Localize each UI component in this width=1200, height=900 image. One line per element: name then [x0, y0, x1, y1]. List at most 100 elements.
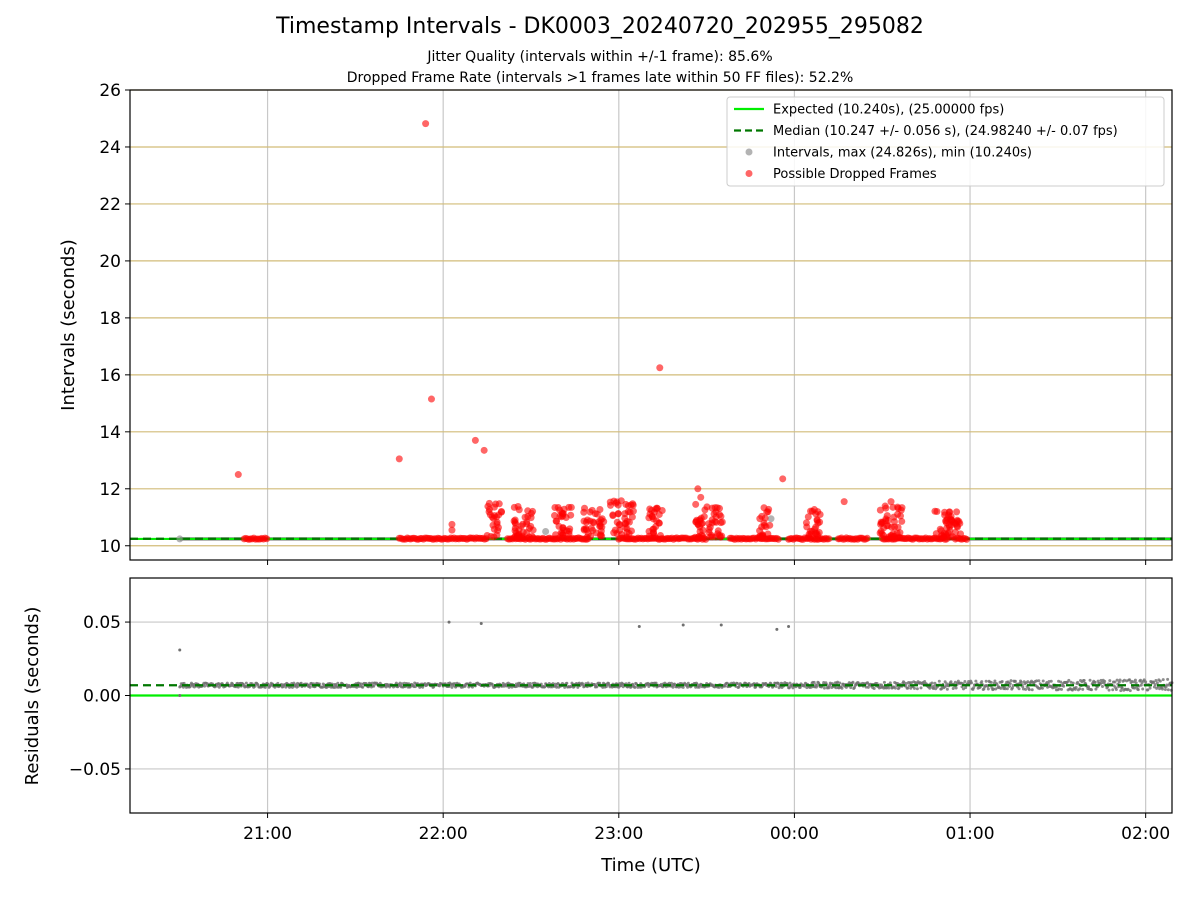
- dropped-frame-point: [590, 519, 598, 527]
- residual-point: [912, 686, 916, 690]
- residual-point: [970, 681, 974, 685]
- dropped-frame-point: [774, 535, 782, 543]
- residual-point: [359, 682, 363, 686]
- residual-point: [1141, 687, 1145, 691]
- dropped-frame-point: [948, 516, 956, 524]
- residual-point: [851, 680, 855, 684]
- residual-point: [518, 681, 522, 685]
- residual-point: [468, 681, 472, 685]
- dropped-frame-point: [779, 475, 787, 483]
- dropped-frame-point: [529, 526, 537, 534]
- residual-point: [1005, 687, 1009, 691]
- dropped-frame-point: [894, 504, 902, 512]
- residual-point: [1010, 686, 1014, 690]
- residual-point: [1021, 687, 1025, 691]
- dropped-frame-point: [717, 519, 725, 527]
- residual-point: [815, 684, 819, 688]
- dropped-frame-point: [808, 507, 816, 515]
- residual-point: [370, 681, 374, 685]
- dropped-frame-point: [805, 533, 813, 541]
- dropped-frame-point: [694, 533, 702, 541]
- residual-point: [1133, 678, 1137, 682]
- dropped-frame-point: [656, 364, 664, 372]
- residual-point: [671, 685, 675, 689]
- dropped-frame-point: [802, 519, 810, 527]
- residual-point: [735, 682, 739, 686]
- residual-point: [1152, 685, 1156, 689]
- residual-point: [951, 687, 955, 691]
- dropped-frame-point: [711, 504, 719, 512]
- dropped-frame-point: [708, 533, 716, 541]
- residual-point: [1008, 682, 1012, 686]
- residual-point: [1128, 678, 1132, 682]
- dropped-frame-point: [511, 524, 519, 532]
- dropped-frame-point: [448, 526, 456, 534]
- residual-point: [1120, 686, 1124, 690]
- dropped-frame-point: [694, 485, 702, 493]
- y-tick-label: 20: [99, 252, 121, 272]
- residual-point: [627, 681, 631, 685]
- y-tick-label: 18: [99, 309, 121, 329]
- dropped-frame-point: [951, 528, 959, 536]
- residual-point: [1093, 680, 1097, 684]
- dropped-frame-point: [494, 523, 502, 531]
- dropped-frame-point: [890, 518, 898, 526]
- dropped-frame-point: [598, 515, 606, 523]
- dropped-frame-point: [876, 529, 884, 537]
- residual-point: [1017, 687, 1021, 691]
- residual-point: [1114, 688, 1118, 692]
- dropped-frame-point: [876, 506, 884, 514]
- residual-point: [1163, 688, 1167, 692]
- dropped-frame-point: [525, 533, 533, 541]
- y-tick-label: 16: [99, 366, 121, 386]
- dropped-frame-point: [760, 521, 768, 529]
- residual-point: [963, 680, 967, 684]
- residual-point: [1136, 688, 1140, 692]
- residual-point: [1165, 683, 1169, 687]
- residual-point: [292, 681, 296, 685]
- residual-point: [822, 686, 826, 690]
- residual-point: [1078, 687, 1082, 691]
- residual-point: [1154, 679, 1158, 683]
- dropped-frame-point: [395, 455, 403, 463]
- dropped-frame-point: [694, 520, 702, 528]
- residual-point: [1166, 688, 1170, 692]
- legend-box: [726, 96, 1165, 187]
- dropped-frame-point: [551, 504, 559, 512]
- residual-point: [787, 624, 791, 628]
- residual-point: [872, 687, 876, 691]
- dropped-frame-point: [884, 522, 892, 530]
- residual-point: [1161, 678, 1165, 682]
- residual-point: [681, 685, 685, 689]
- dropped-frame-point: [627, 527, 635, 535]
- dropped-frame-point: [610, 497, 618, 505]
- dropped-frame-point: [710, 510, 718, 518]
- dropped-frame-point: [655, 519, 663, 527]
- dropped-frame-point: [567, 503, 575, 511]
- dropped-frame-point: [558, 529, 566, 537]
- residual-point: [803, 684, 807, 688]
- intervals-axes-frame: [129, 89, 1173, 561]
- residual-point: [1059, 680, 1063, 684]
- residual-point: [479, 622, 483, 626]
- residual-point: [991, 687, 995, 691]
- residual-point: [945, 687, 949, 691]
- residual-point: [887, 686, 891, 690]
- dropped-frame-point: [597, 527, 605, 535]
- residual-point: [1060, 687, 1064, 691]
- residual-point: [986, 687, 990, 691]
- residual-point: [1134, 681, 1138, 685]
- residual-point: [1113, 680, 1117, 684]
- residual-point: [394, 681, 398, 685]
- chart-title: Timestamp Intervals - DK0003_20240720_20…: [276, 14, 924, 39]
- residual-point: [1041, 679, 1045, 683]
- residual-point: [1139, 683, 1143, 687]
- residual-point: [178, 648, 182, 652]
- residual-point: [1067, 678, 1071, 682]
- residual-point: [1100, 681, 1104, 685]
- residual-point: [421, 685, 425, 689]
- dropped-frame-point: [840, 498, 848, 506]
- dropped-frame-point: [760, 504, 768, 512]
- residual-point: [774, 684, 778, 688]
- dropped-frame-point: [580, 508, 588, 516]
